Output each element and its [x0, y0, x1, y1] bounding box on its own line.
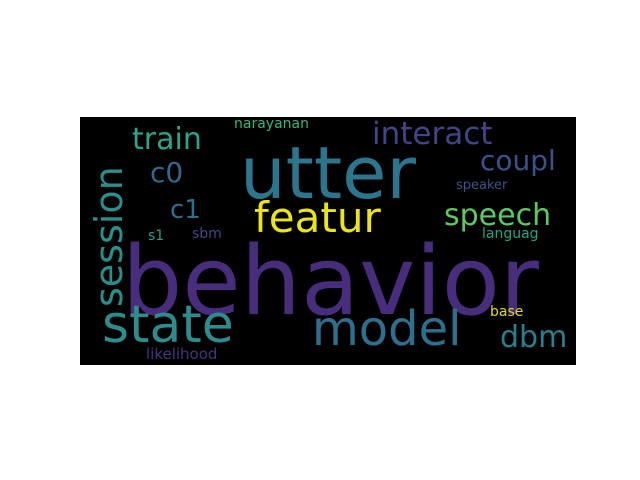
word-utter: utter	[240, 131, 416, 215]
word-speaker: speaker	[456, 178, 508, 193]
word-c0: c0	[150, 156, 184, 189]
word-narayanan: narayanan	[234, 117, 309, 132]
word-session: session	[87, 166, 131, 307]
word-dbm: dbm	[500, 320, 568, 355]
word-state: state	[102, 295, 234, 355]
word-likelihood: likelihood	[146, 345, 218, 363]
word-coupl: coupl	[480, 144, 556, 177]
word-s1: s1	[148, 228, 165, 244]
word-featur: featur	[254, 193, 381, 242]
word-train: train	[132, 122, 202, 157]
word-speech: speech	[444, 198, 552, 233]
word-model: model	[312, 301, 462, 357]
word-sbm: sbm	[192, 226, 222, 242]
word-languag: languag	[482, 226, 539, 242]
word-interact: interact	[372, 117, 493, 152]
word-base: base	[490, 304, 524, 320]
word-c1: c1	[170, 195, 201, 225]
word-cloud: behavior utter state model session featu…	[80, 117, 576, 365]
word-behavior: behavior	[122, 227, 539, 337]
